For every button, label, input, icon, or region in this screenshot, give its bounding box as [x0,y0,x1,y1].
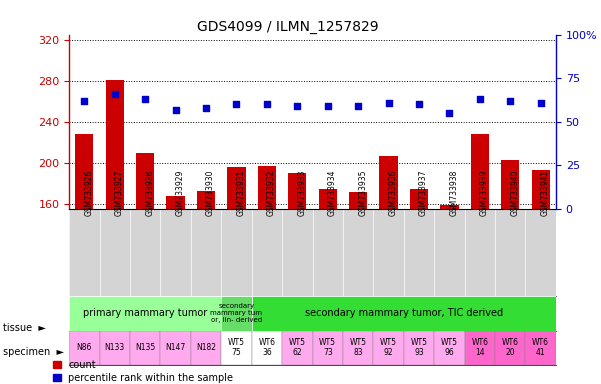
Text: GSM733926: GSM733926 [84,170,93,216]
Point [414,101,424,108]
Text: WT6
41: WT6 41 [532,338,549,358]
Point [384,99,394,106]
Point [353,103,363,109]
Text: GSM733937: GSM733937 [419,169,428,216]
Text: WT5
83: WT5 83 [350,338,367,358]
Text: GSM733933: GSM733933 [297,169,307,216]
Text: GSM733927: GSM733927 [115,170,124,216]
Bar [319,189,337,368]
Text: WT5
75: WT5 75 [228,338,245,358]
FancyBboxPatch shape [313,331,343,365]
Text: N135: N135 [135,343,155,352]
Bar [197,190,215,368]
Text: WT5
96: WT5 96 [441,338,458,358]
FancyBboxPatch shape [69,331,100,365]
Point [475,96,484,102]
Bar [501,160,519,368]
Text: N147: N147 [165,343,186,352]
FancyBboxPatch shape [100,331,130,365]
Text: primary mammary tumor: primary mammary tumor [83,308,207,318]
Point [505,98,515,104]
Text: WT5
93: WT5 93 [410,338,427,358]
Text: secondary
mammary tum
or, lin- derived: secondary mammary tum or, lin- derived [210,303,263,323]
Bar [379,156,398,368]
Text: secondary mammary tumor, TIC derived: secondary mammary tumor, TIC derived [305,308,503,318]
Text: N86: N86 [77,343,92,352]
Bar [106,80,124,368]
Text: GSM733928: GSM733928 [145,170,154,216]
Text: GSM733936: GSM733936 [389,169,398,216]
Text: WT6
36: WT6 36 [258,338,275,358]
Bar [75,134,94,368]
FancyBboxPatch shape [404,331,434,365]
Point [445,110,454,116]
Bar [349,192,367,368]
Text: GSM733934: GSM733934 [328,169,337,216]
Point [262,101,272,108]
Bar [166,196,185,368]
FancyBboxPatch shape [221,296,252,331]
Point [79,98,89,104]
FancyBboxPatch shape [160,331,191,365]
Legend: count, percentile rank within the sample: count, percentile rank within the sample [53,360,234,383]
FancyBboxPatch shape [434,331,465,365]
FancyBboxPatch shape [191,331,221,365]
Bar [288,173,307,368]
Point [201,105,211,111]
FancyBboxPatch shape [525,331,556,365]
Text: GSM733940: GSM733940 [510,169,519,216]
FancyBboxPatch shape [130,331,160,365]
Text: GSM733939: GSM733939 [480,169,489,216]
FancyBboxPatch shape [252,296,556,331]
Text: WT5
62: WT5 62 [289,338,306,358]
Text: WT5
73: WT5 73 [319,338,336,358]
FancyBboxPatch shape [282,331,313,365]
Text: WT5
92: WT5 92 [380,338,397,358]
Text: WT6
20: WT6 20 [502,338,519,358]
FancyBboxPatch shape [221,331,252,365]
Text: N182: N182 [196,343,216,352]
Point [141,96,150,102]
Bar [227,167,246,368]
Text: GSM733930: GSM733930 [206,169,215,216]
Text: N133: N133 [105,343,125,352]
Text: GSM733938: GSM733938 [450,170,459,216]
Point [171,106,180,113]
FancyBboxPatch shape [465,331,495,365]
Text: GSM733931: GSM733931 [236,170,245,216]
Text: tissue  ►: tissue ► [3,323,46,333]
FancyBboxPatch shape [252,331,282,365]
Point [231,101,241,108]
Point [110,91,120,97]
Text: WT6
14: WT6 14 [471,338,489,358]
FancyBboxPatch shape [343,331,373,365]
Bar [410,189,428,368]
Text: GSM733941: GSM733941 [541,170,550,216]
Bar [441,205,459,368]
Title: GDS4099 / ILMN_1257829: GDS4099 / ILMN_1257829 [197,20,379,33]
Bar [136,152,154,368]
Text: GSM733932: GSM733932 [267,170,276,216]
Bar [532,170,550,368]
FancyBboxPatch shape [373,331,404,365]
Point [293,103,302,109]
Text: GSM733935: GSM733935 [358,169,367,216]
Bar [258,166,276,368]
FancyBboxPatch shape [69,296,221,331]
Text: specimen  ►: specimen ► [3,347,64,357]
FancyBboxPatch shape [495,331,525,365]
Point [536,99,546,106]
Point [323,103,332,109]
Bar [471,134,489,368]
Text: GSM733929: GSM733929 [175,170,185,216]
